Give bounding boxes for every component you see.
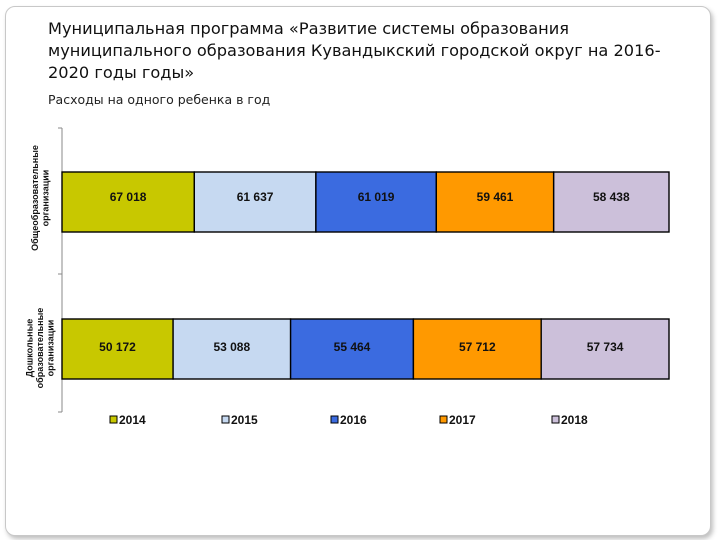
category-label-1-line1: образовательные [35,308,45,389]
bar-segment-2017-cat1 [412,318,542,380]
legend-label-2017: 2017 [449,413,476,427]
bar-value-label-2018-cat0: 58 438 [593,190,630,204]
category-label-1-line0: Дошкольные [25,319,35,378]
legend-swatch-2015 [221,415,230,424]
legend-label-2015: 2015 [231,413,258,427]
bar-segment-2016-cat0 [315,171,437,233]
category-label-0-line0: Общеобразовательные [30,145,40,251]
bar-segment-2018-cat0 [553,171,670,233]
legend-label-2016: 2016 [340,413,367,427]
legend-label-2018: 2018 [561,413,588,427]
bar-segment-2014-cat0 [61,171,196,233]
legend-swatch-2014 [109,415,118,424]
bar-value-label-2018-cat1: 57 734 [587,340,624,354]
bar-value-label-2015-cat0: 61 637 [237,190,274,204]
bar-value-label-2017-cat1: 57 712 [459,340,496,354]
bar-segment-2015-cat0 [193,171,317,233]
bar-value-label-2016-cat0: 61 019 [358,190,395,204]
bar-value-label-2015-cat1: 53 088 [213,340,250,354]
bar-segment-2017-cat0 [435,171,555,233]
legend-swatch-2018 [551,415,560,424]
bar-value-label-2014-cat0: 67 018 [110,190,147,204]
bar-value-label-2016-cat1: 55 464 [334,340,371,354]
bar-segment-2018-cat1 [540,318,670,380]
legend-label-2014: 2014 [119,413,146,427]
legend-swatch-2016 [330,415,339,424]
category-label-1-line2: организации [46,320,56,377]
chart-subtitle: Расходы на одного ребенка в год [48,92,271,107]
legend-swatch-2017 [439,415,448,424]
bar-segment-2015-cat1 [172,318,292,380]
bar-value-label-2014-cat1: 50 172 [99,340,136,354]
category-label-0-line1: организации [40,170,50,227]
slide-frame [5,6,711,536]
bar-value-label-2017-cat0: 59 461 [477,190,514,204]
slide-title: Муниципальная программа «Развитие систем… [48,19,661,82]
